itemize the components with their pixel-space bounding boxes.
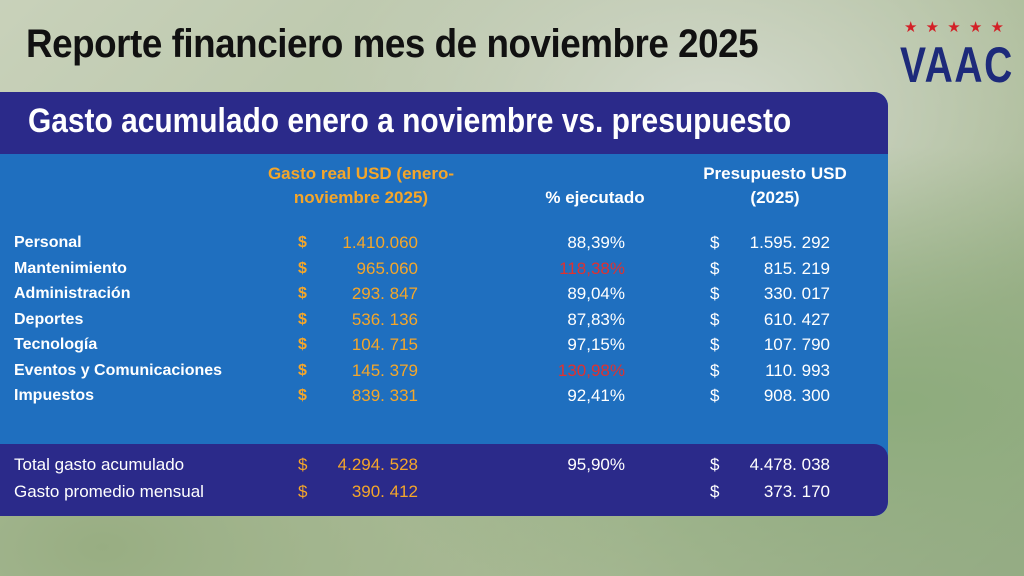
currency-symbol: $ — [298, 234, 307, 251]
currency-symbol: $ — [710, 309, 720, 329]
budget-value: 330. 017 — [763, 284, 830, 303]
percent-executed: 118,38% — [559, 258, 625, 278]
total-row: Total gasto acumulado $4.294. 528 95,90% $4… — [0, 452, 888, 478]
table-row: Mantenimiento $965.060 118,38% $815. 219 — [0, 256, 888, 282]
percent-executed: 89,04% — [567, 284, 625, 303]
total-real-value: 4.294. 528 — [337, 455, 418, 474]
logo-stars: ★ ★ ★ ★ ★ — [904, 19, 1006, 36]
percent-executed: 87,83% — [567, 309, 625, 329]
table-row: Eventos y Comunicaciones $145. 379 130,98%… — [0, 358, 888, 384]
currency-symbol: $ — [710, 482, 720, 501]
budget-value: 610. 427 — [763, 309, 830, 329]
column-header-real: Gasto real USD (enero-noviembre 2025) — [267, 164, 455, 207]
currency-symbol: $ — [298, 482, 308, 501]
currency-symbol: $ — [298, 387, 307, 404]
totals-footer: Total gasto acumulado $4.294. 528 95,90% $4… — [0, 444, 888, 516]
row-label: Mantenimiento — [14, 259, 127, 277]
total-row: Gasto promedio mensual $390. 412 $373. 170 — [0, 479, 888, 505]
row-label: Deportes — [14, 310, 84, 328]
real-value: 104. 715 — [351, 335, 418, 354]
budget-value: 815. 219 — [763, 258, 830, 278]
table-row: Tecnología $104. 715 97,15% $107. 790 — [0, 332, 888, 358]
currency-symbol: $ — [710, 233, 720, 252]
table-row: Administración $293. 847 89,04% $330. 017 — [0, 281, 888, 307]
real-value: 145. 379 — [351, 360, 418, 380]
budget-value: 107. 790 — [763, 335, 830, 354]
percent-executed: 88,39% — [567, 233, 625, 252]
currency-symbol: $ — [298, 455, 308, 474]
budget-value: 1.595. 292 — [749, 233, 830, 252]
row-label: Administración — [14, 285, 131, 302]
column-header-percent: % ejecutado — [545, 188, 645, 207]
panel-subtitle: Gasto acumulado enero a noviembre vs. pr… — [28, 102, 792, 140]
budget-value: 908. 300 — [763, 386, 830, 405]
row-label: Tecnología — [14, 336, 98, 353]
row-label: Impuestos — [14, 387, 95, 404]
logo: ★ ★ ★ ★ ★ VAAC — [900, 18, 1014, 98]
currency-symbol: $ — [298, 336, 307, 353]
real-value: 536. 136 — [351, 309, 418, 329]
logo-text: VAAC — [900, 37, 1014, 93]
currency-symbol: $ — [298, 259, 307, 277]
percent-executed: 92,41% — [567, 386, 625, 405]
page-title: Reporte financiero mes de noviembre 2025 — [26, 22, 759, 66]
budget-value: 110. 993 — [765, 360, 830, 380]
row-label: Eventos y Comunicaciones — [14, 361, 223, 379]
currency-symbol: $ — [298, 285, 307, 302]
currency-symbol: $ — [710, 360, 720, 380]
real-value: 839. 331 — [351, 386, 418, 405]
total-percent: 95,90% — [567, 455, 625, 474]
table-row: Personal $1.410.060 88,39% $1.595. 292 — [0, 230, 888, 256]
panel-header: Gasto acumulado enero a noviembre vs. pr… — [0, 92, 888, 154]
currency-symbol: $ — [710, 258, 720, 278]
column-header-budget: Presupuesto USD (2025) — [703, 164, 847, 207]
currency-symbol: $ — [710, 386, 720, 405]
currency-symbol: $ — [298, 361, 307, 379]
total-label: Total gasto acumulado — [14, 455, 185, 474]
percent-executed: 97,15% — [567, 335, 625, 354]
currency-symbol: $ — [710, 455, 720, 474]
real-value: 1.410.060 — [342, 233, 418, 252]
total-budget-value: 4.478. 038 — [749, 455, 830, 474]
percent-executed: 130,98% — [557, 360, 625, 380]
total-budget-value: 373. 170 — [763, 482, 830, 501]
real-value: 965.060 — [356, 258, 418, 278]
currency-symbol: $ — [710, 284, 720, 303]
real-value: 293. 847 — [351, 284, 418, 303]
row-label: Personal — [14, 234, 82, 251]
total-real-value: 390. 412 — [351, 482, 418, 501]
currency-symbol: $ — [298, 310, 307, 328]
total-label: Gasto promedio mensual — [14, 482, 204, 501]
currency-symbol: $ — [710, 335, 720, 354]
table-row: Impuestos $839. 331 92,41% $908. 300 — [0, 383, 888, 409]
table-row: Deportes $536. 136 87,83% $610. 427 — [0, 307, 888, 333]
report-panel: Gasto acumulado enero a noviembre vs. pr… — [0, 92, 888, 516]
